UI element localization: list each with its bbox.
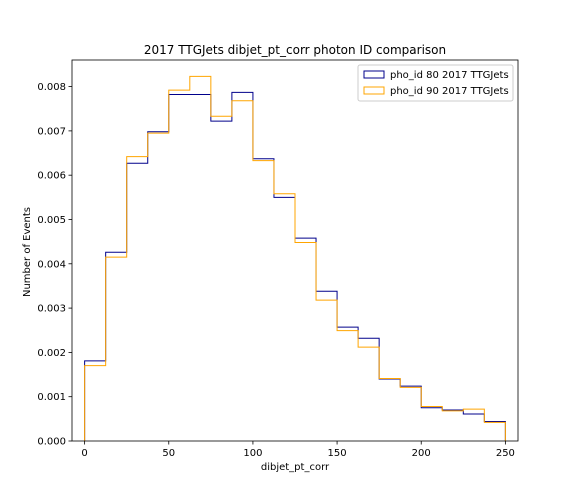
y-tick-label: 0.004: [37, 259, 66, 270]
legend-label-2: pho_id 90 2017 TTGJets: [390, 86, 509, 97]
y-tick-label: 0.001: [37, 392, 66, 403]
x-tick-label: 100: [243, 448, 262, 459]
legend: pho_id 80 2017 TTGJets pho_id 90 2017 TTG…: [357, 64, 514, 102]
plot-series-group: [84, 75, 506, 441]
x-axis-label: dibjet_pt_corr: [261, 462, 330, 473]
y-tick-label: 0.008: [37, 82, 66, 93]
y-tick-label: 0.005: [37, 215, 66, 226]
x-tick-label: 150: [328, 448, 347, 459]
y-tick-label: 0.002: [37, 348, 66, 359]
x-tick-label: 250: [496, 448, 515, 459]
axes-group: 0 50 100 150 200 250 0.000 0.001 0.002 0.003 0.004…: [37, 59, 519, 459]
legend-swatch-1: [363, 70, 385, 79]
y-axis-label: Number of Events: [22, 207, 33, 297]
x-tick-label: 50: [162, 448, 175, 459]
y-tick-label: 0.006: [37, 171, 66, 182]
chart-title: 2017 TTGJets dibjet_pt_corr photon ID co…: [144, 43, 446, 57]
legend-swatch-2: [363, 86, 385, 95]
x-tick-label: 200: [412, 448, 431, 459]
plot-frame: [71, 59, 519, 442]
series-line-2: [84, 75, 506, 441]
legend-label-1: pho_id 80 2017 TTGJets: [390, 70, 509, 81]
y-tick-label: 0.003: [37, 304, 66, 315]
x-tick-label: 0: [81, 448, 87, 459]
y-tick-label: 0.000: [37, 437, 66, 448]
y-tick-label: 0.007: [37, 126, 66, 137]
legend-box: [357, 64, 514, 102]
